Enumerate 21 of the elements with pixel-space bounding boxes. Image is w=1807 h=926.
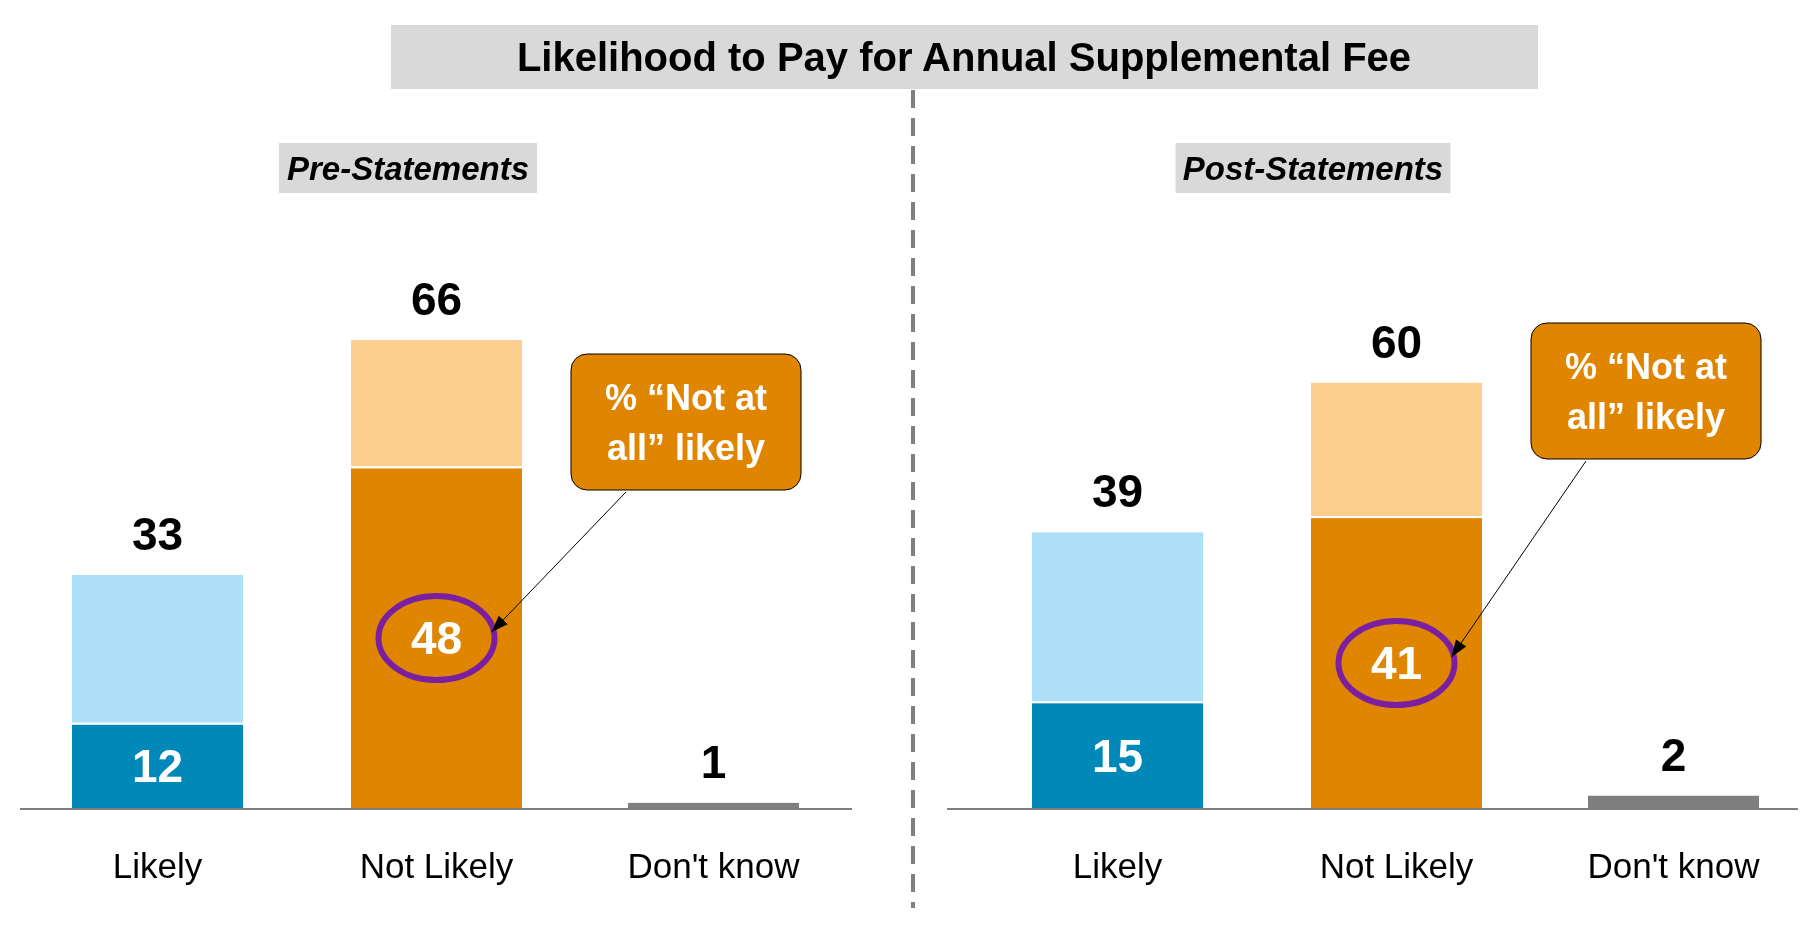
x-tick-label: Likely (1072, 846, 1163, 886)
total-label: 60 (1370, 315, 1423, 368)
total-label: 2 (1660, 728, 1687, 781)
data-label: 41 (1370, 637, 1423, 690)
total-label: 1 (700, 735, 727, 788)
chart-subtitle: Post-Statements (1182, 149, 1444, 187)
text: Likelihood to Pay for Annual Supplemental Fee (516, 35, 1412, 79)
data-label: 15 (1091, 729, 1144, 782)
data-label: 12 (131, 740, 184, 793)
total-label: 39 (1091, 465, 1144, 518)
annotation: % “Not at all” likely (605, 376, 768, 468)
total-label: 66 (410, 273, 463, 326)
x-tick-label: Not Likely (359, 846, 514, 886)
chart-subtitle: Pre-Statements (286, 149, 530, 187)
x-tick-label: Not Likely (1319, 846, 1474, 886)
annotation: % “Not at all” likely (1565, 345, 1728, 437)
x-tick-label: Don't know (1587, 846, 1761, 886)
data-label: 48 (410, 612, 463, 665)
x-tick-label: Don't know (627, 846, 801, 886)
x-tick-label: Likely (112, 846, 203, 886)
total-label: 33 (131, 508, 184, 561)
